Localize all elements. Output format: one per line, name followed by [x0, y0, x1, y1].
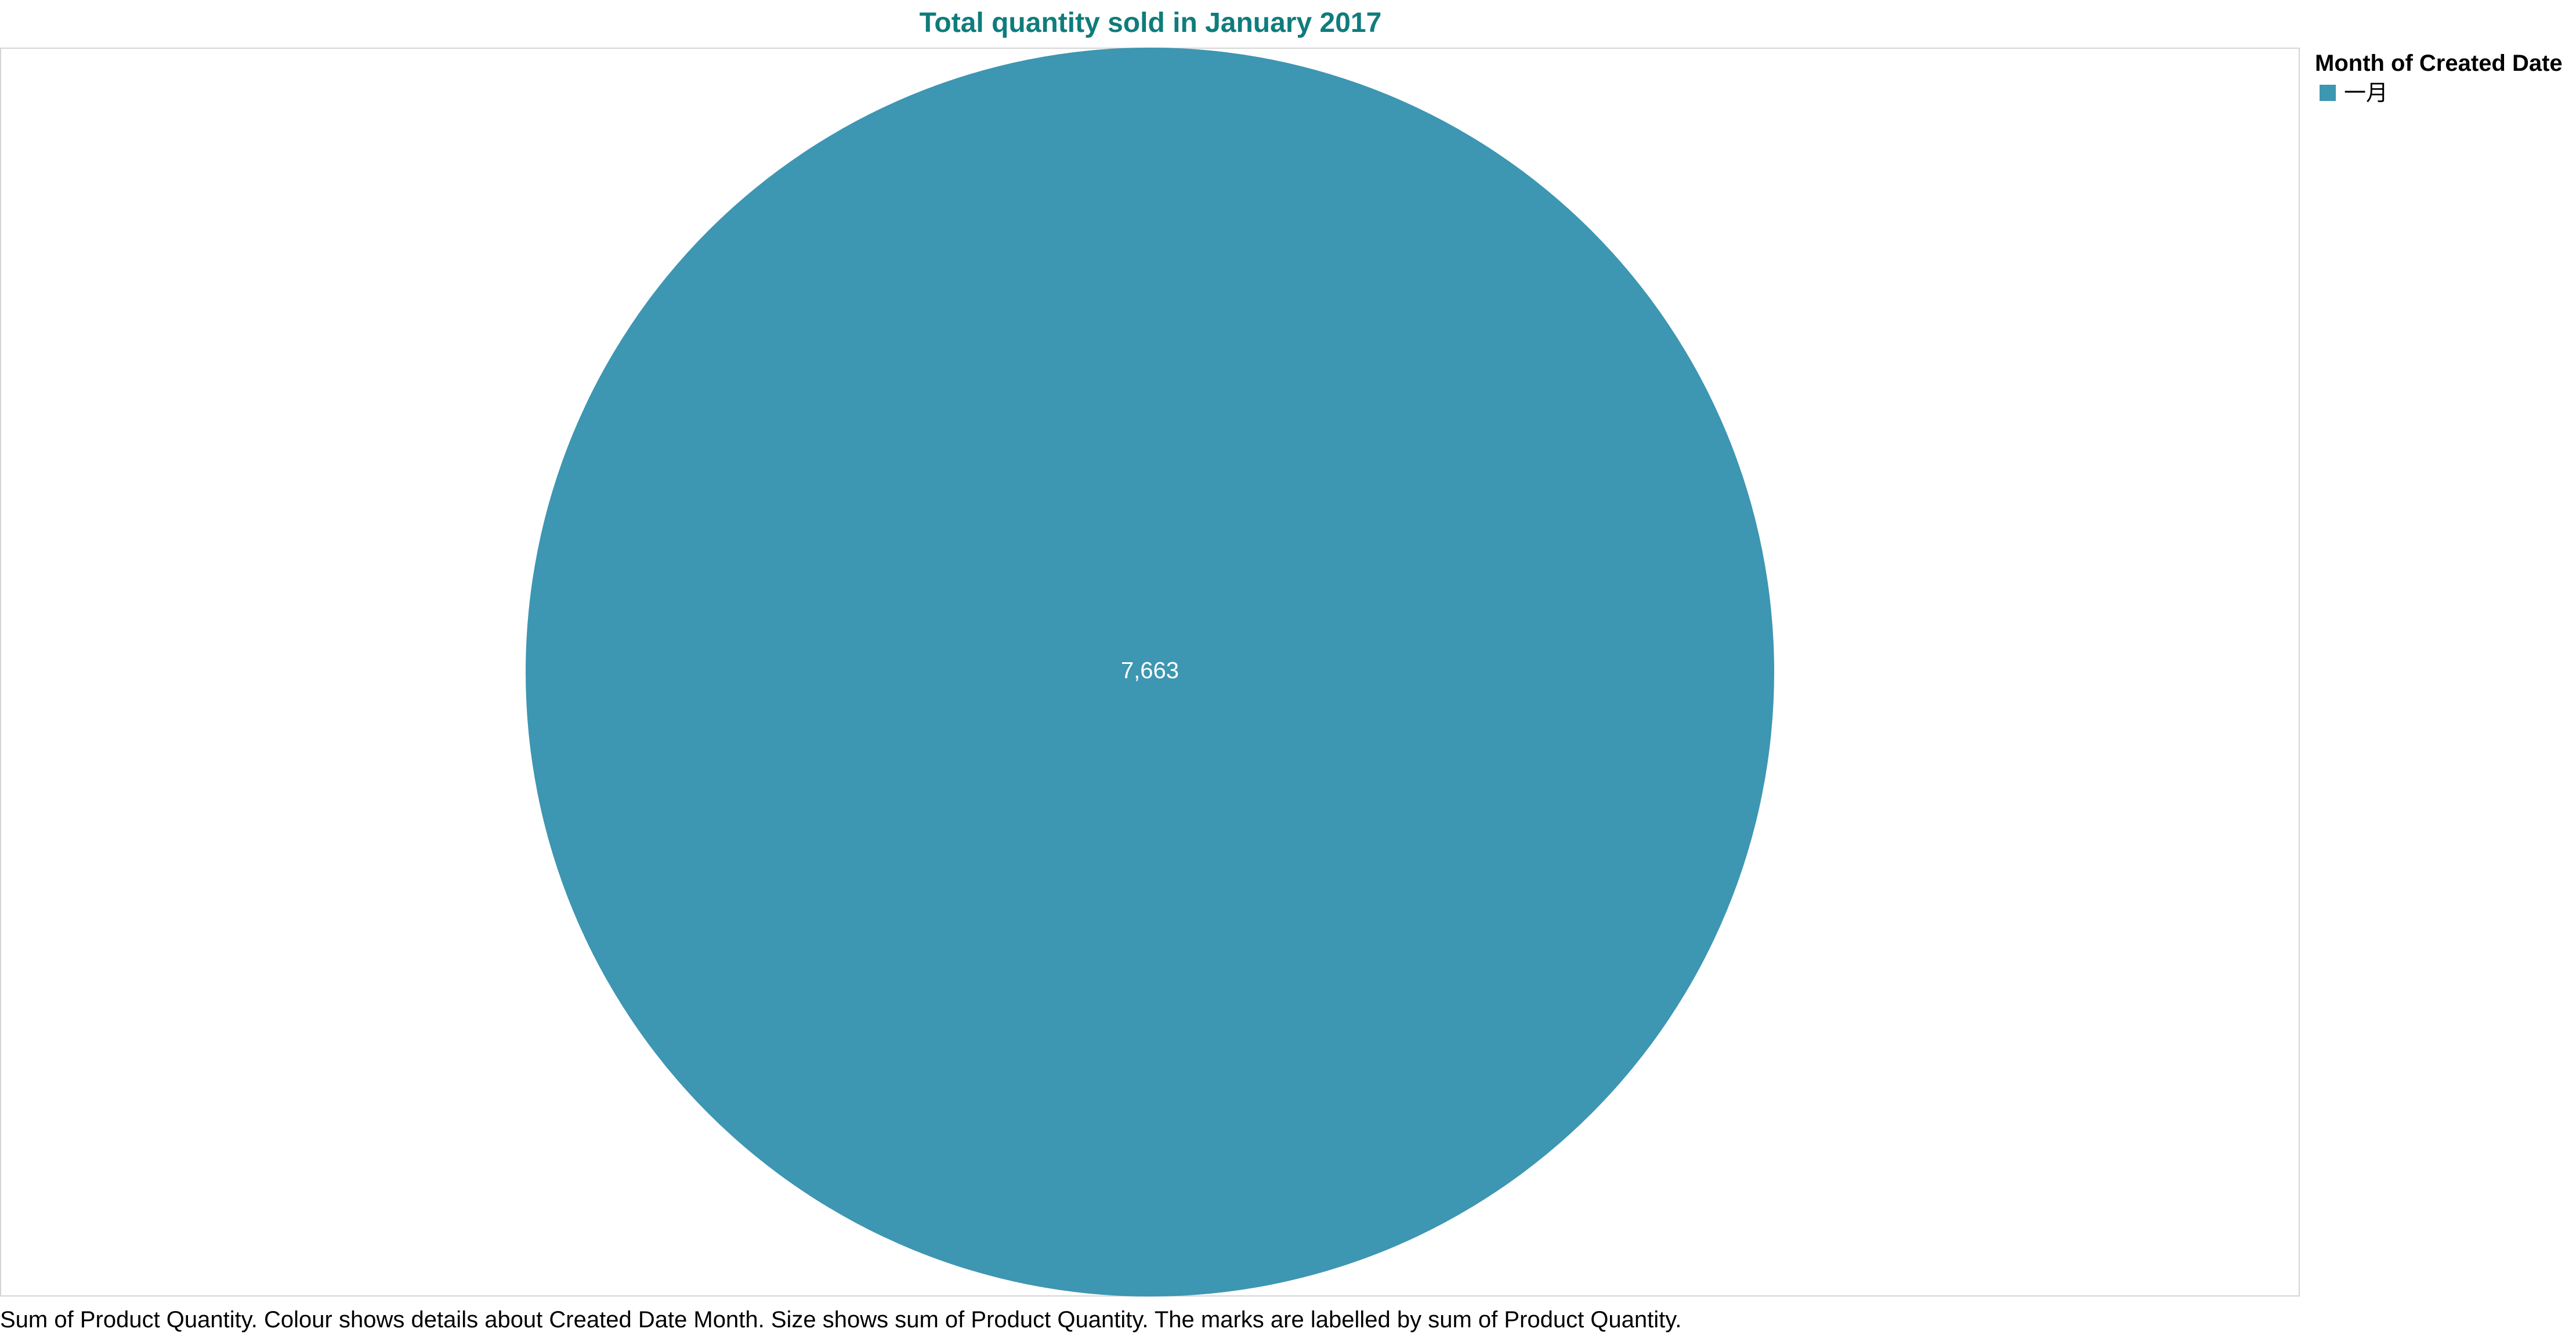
pie-slices-group	[526, 48, 1774, 1297]
pie-labels-group: 7,663	[1121, 658, 1179, 684]
pie-slice-value-label: 7,663	[1121, 658, 1179, 684]
pie-slice[interactable]	[526, 48, 1774, 1297]
chart-caption: Sum of Product Quantity. Colour shows de…	[0, 1307, 1682, 1333]
legend-swatch	[2320, 85, 2336, 101]
legend: Month of Created Date 一月	[2315, 49, 2574, 107]
chart-title: Total quantity sold in January 2017	[919, 8, 1382, 38]
legend-item-label: 一月	[2344, 80, 2389, 106]
legend-item[interactable]: 一月	[2315, 79, 2574, 107]
pie-chart-svg: 7,663	[526, 48, 1774, 1297]
legend-title: Month of Created Date	[2315, 50, 2563, 76]
